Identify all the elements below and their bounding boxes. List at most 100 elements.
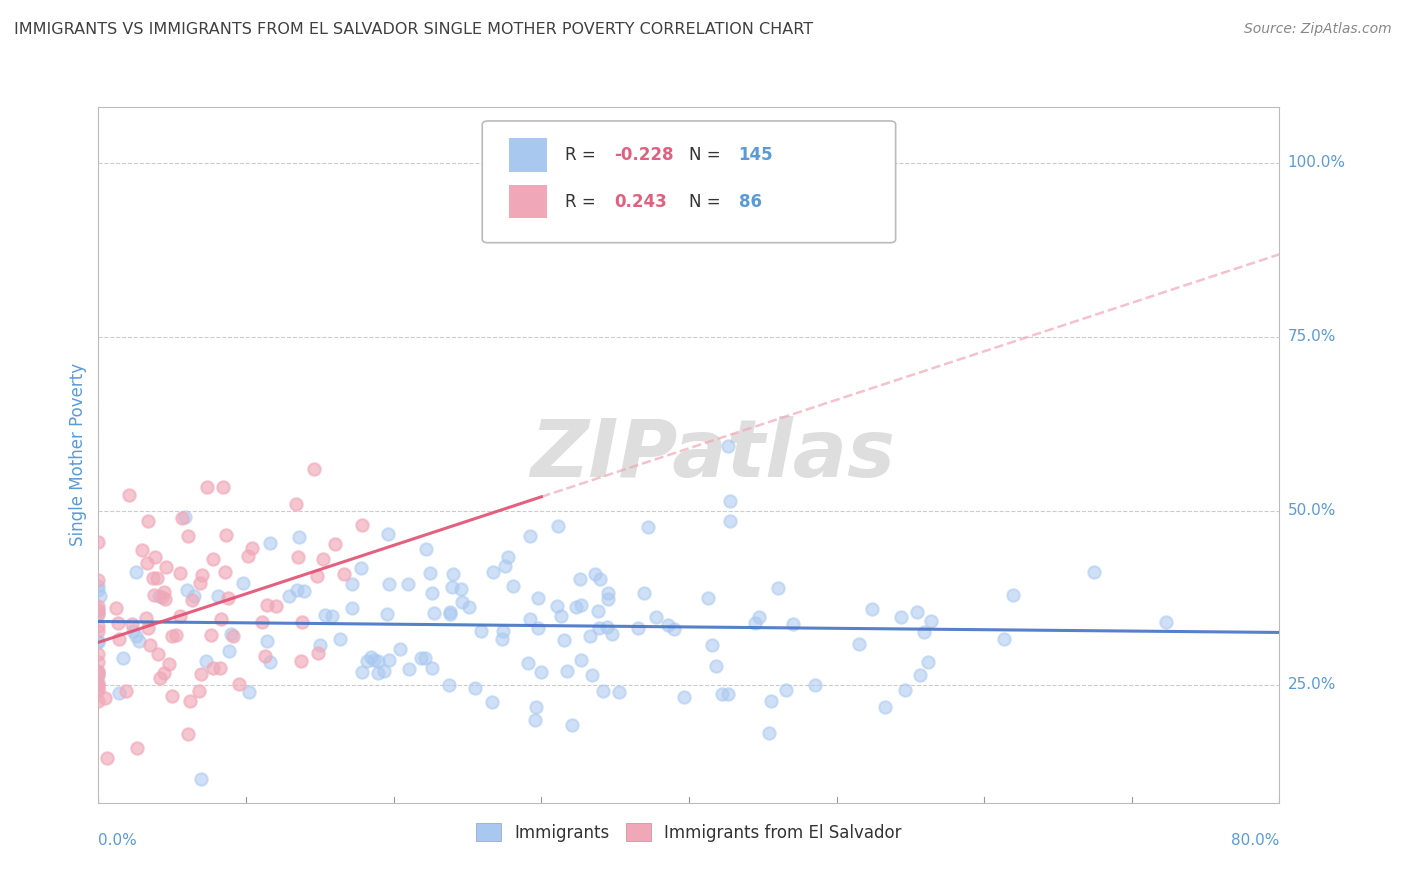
Point	[309, 639, 332, 653]
Point	[218, 644, 240, 658]
Point	[169, 566, 191, 580]
Point	[172, 511, 194, 525]
Point	[748, 609, 770, 624]
Point	[215, 528, 238, 542]
Point	[290, 654, 312, 668]
Point	[360, 649, 382, 664]
Point	[530, 665, 553, 680]
Point	[148, 647, 170, 661]
Point	[93, 690, 115, 705]
Point	[596, 591, 619, 606]
Point	[758, 726, 780, 740]
Point	[607, 685, 630, 699]
Point	[135, 611, 157, 625]
Point	[321, 609, 343, 624]
Point	[87, 655, 110, 669]
Point	[993, 632, 1015, 647]
Point	[596, 586, 619, 600]
Point	[207, 589, 229, 603]
Point	[87, 607, 110, 622]
Point	[142, 571, 165, 585]
Point	[439, 678, 461, 692]
Point	[136, 514, 159, 528]
Point	[920, 614, 942, 628]
Point	[396, 577, 419, 591]
Point	[305, 569, 328, 583]
Point	[700, 638, 723, 652]
Point	[195, 480, 218, 494]
Point	[398, 662, 420, 676]
Point	[717, 687, 740, 701]
Point	[363, 653, 385, 667]
Point	[657, 618, 679, 632]
Point	[1001, 588, 1024, 602]
Point	[87, 683, 110, 698]
Point	[388, 641, 411, 656]
Point	[160, 629, 183, 643]
Point	[87, 694, 110, 708]
Point	[526, 591, 548, 605]
Point	[775, 683, 797, 698]
Point	[704, 659, 727, 673]
Point	[153, 591, 176, 606]
Point	[314, 607, 336, 622]
Point	[291, 615, 314, 629]
Point	[718, 514, 741, 528]
Point	[569, 573, 592, 587]
Point	[96, 751, 118, 765]
Point	[367, 665, 389, 680]
Point	[256, 599, 278, 613]
Point	[804, 678, 827, 692]
Point	[873, 699, 896, 714]
Point	[287, 549, 309, 564]
Point	[312, 552, 335, 566]
Point	[633, 586, 655, 600]
Point	[711, 687, 734, 701]
Point	[285, 497, 308, 511]
Point	[108, 632, 131, 647]
Point	[588, 621, 610, 635]
Point	[122, 624, 145, 639]
Point	[212, 480, 235, 494]
Point	[523, 713, 546, 727]
Point	[165, 628, 187, 642]
Point	[450, 582, 472, 597]
Point	[194, 654, 217, 668]
Point	[409, 650, 432, 665]
Legend: Immigrants, Immigrants from El Salvador: Immigrants, Immigrants from El Salvador	[471, 819, 907, 847]
Point	[217, 591, 239, 606]
Point	[333, 567, 356, 582]
Point	[187, 683, 209, 698]
Text: 0.243: 0.243	[614, 193, 668, 211]
Point	[373, 664, 395, 678]
Point	[128, 633, 150, 648]
Point	[287, 530, 309, 544]
Point	[367, 654, 389, 668]
Point	[152, 666, 174, 681]
Point	[583, 566, 606, 581]
Point	[550, 608, 572, 623]
Point	[470, 624, 492, 638]
Point	[645, 610, 668, 624]
Text: N =: N =	[689, 146, 725, 164]
Point	[441, 566, 464, 581]
Point	[121, 616, 143, 631]
Point	[555, 664, 578, 678]
Point	[190, 772, 212, 786]
Point	[569, 598, 592, 612]
Point	[848, 637, 870, 651]
Point	[125, 741, 148, 756]
Point	[131, 543, 153, 558]
Point	[340, 600, 363, 615]
Point	[277, 589, 299, 603]
FancyBboxPatch shape	[482, 121, 896, 243]
Point	[524, 700, 547, 714]
Point	[340, 577, 363, 591]
Point	[413, 651, 436, 665]
Point	[160, 690, 183, 704]
Text: 75.0%: 75.0%	[1288, 329, 1336, 344]
Point	[190, 666, 212, 681]
Point	[352, 517, 374, 532]
Point	[111, 650, 134, 665]
Point	[125, 566, 148, 580]
